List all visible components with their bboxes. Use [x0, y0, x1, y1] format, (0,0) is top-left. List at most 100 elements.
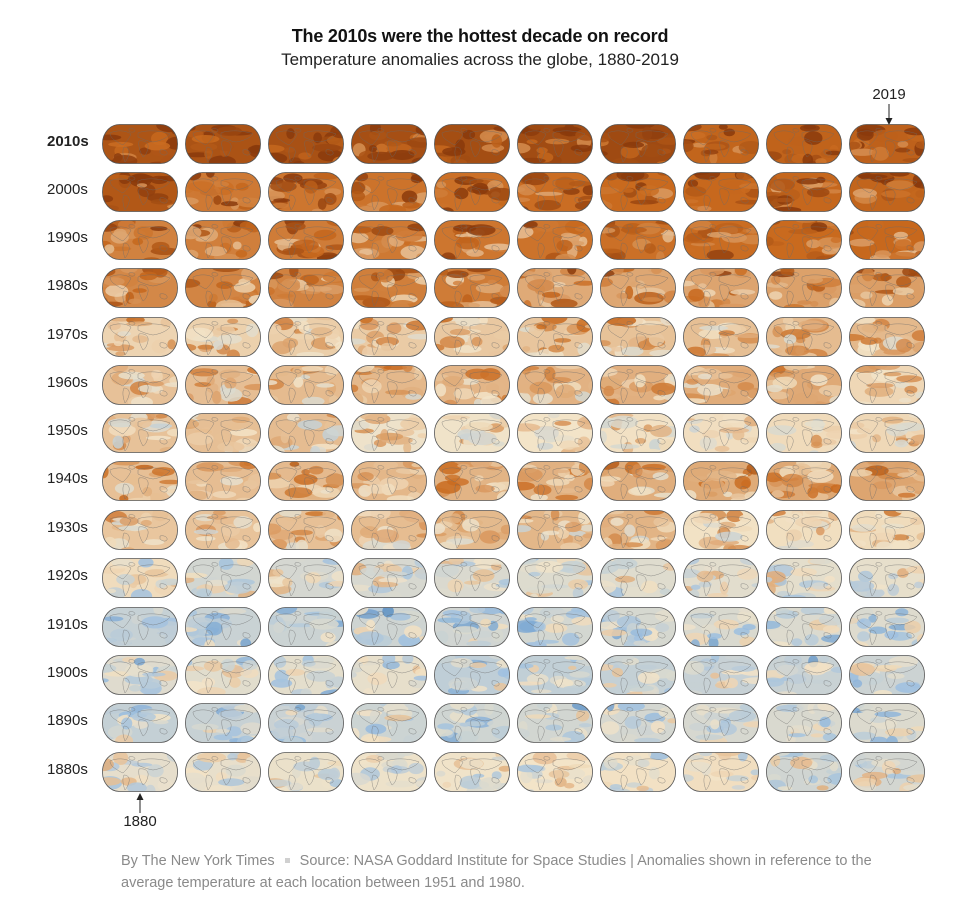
- map-1892: [268, 703, 344, 743]
- map-1929: [849, 558, 925, 598]
- map-1947: [683, 461, 759, 501]
- map-1993: [351, 220, 427, 260]
- map-1957: [683, 413, 759, 453]
- map-1938: [766, 510, 842, 550]
- map-1889: [849, 752, 925, 792]
- map-1997: [683, 220, 759, 260]
- arrow-up-icon: [136, 793, 144, 813]
- map-1981: [185, 268, 261, 308]
- map-2008: [766, 172, 842, 212]
- row-label: 1880s: [47, 761, 88, 778]
- map-1941: [185, 461, 261, 501]
- map-1944: [434, 461, 510, 501]
- map-1975: [517, 317, 593, 357]
- map-1964: [434, 365, 510, 405]
- map-1922: [268, 558, 344, 598]
- map-1977: [683, 317, 759, 357]
- map-1998: [766, 220, 842, 260]
- map-1912: [268, 607, 344, 647]
- map-1988: [766, 268, 842, 308]
- map-1898: [766, 703, 842, 743]
- map-1920: [102, 558, 178, 598]
- map-1969: [849, 365, 925, 405]
- map-1978: [766, 317, 842, 357]
- map-1906: [600, 655, 676, 695]
- map-1886: [600, 752, 676, 792]
- map-1926: [600, 558, 676, 598]
- row-label: 1940s: [47, 470, 88, 487]
- map-2019: [849, 124, 925, 164]
- map-1935: [517, 510, 593, 550]
- map-2006: [600, 172, 676, 212]
- map-1983: [351, 268, 427, 308]
- map-1932: [268, 510, 344, 550]
- map-1954: [434, 413, 510, 453]
- map-2016: [600, 124, 676, 164]
- row-label: 1970s: [47, 326, 88, 343]
- map-1883: [351, 752, 427, 792]
- map-2014: [434, 124, 510, 164]
- arrow-down-icon: [885, 104, 893, 125]
- map-1949: [849, 461, 925, 501]
- map-1971: [185, 317, 261, 357]
- map-1881: [185, 752, 261, 792]
- map-1910: [102, 607, 178, 647]
- map-1968: [766, 365, 842, 405]
- map-1916: [600, 607, 676, 647]
- map-1903: [351, 655, 427, 695]
- map-1951: [185, 413, 261, 453]
- row-label: 1990s: [47, 229, 88, 246]
- row-label: 2000s: [47, 181, 88, 198]
- map-1934: [434, 510, 510, 550]
- map-1980: [102, 268, 178, 308]
- map-1956: [600, 413, 676, 453]
- map-1991: [185, 220, 261, 260]
- byline: By The New York Times: [121, 853, 275, 869]
- map-1927: [683, 558, 759, 598]
- footer: By The New York Times Source: NASA Goddar…: [121, 850, 881, 894]
- map-2018: [766, 124, 842, 164]
- map-1900: [102, 655, 178, 695]
- map-1911: [185, 607, 261, 647]
- map-1984: [434, 268, 510, 308]
- map-1894: [434, 703, 510, 743]
- map-1992: [268, 220, 344, 260]
- map-1955: [517, 413, 593, 453]
- map-1901: [185, 655, 261, 695]
- map-1974: [434, 317, 510, 357]
- map-1902: [268, 655, 344, 695]
- map-1966: [600, 365, 676, 405]
- map-2003: [351, 172, 427, 212]
- map-1939: [849, 510, 925, 550]
- map-1917: [683, 607, 759, 647]
- map-2000: [102, 172, 178, 212]
- map-1962: [268, 365, 344, 405]
- row-label: 1960s: [47, 374, 88, 391]
- annotation-last-year: 2019: [872, 86, 906, 103]
- map-1952: [268, 413, 344, 453]
- map-1882: [268, 752, 344, 792]
- map-1979: [849, 317, 925, 357]
- map-1933: [351, 510, 427, 550]
- map-2005: [517, 172, 593, 212]
- map-1923: [351, 558, 427, 598]
- row-label: 1930s: [47, 519, 88, 536]
- map-1908: [766, 655, 842, 695]
- map-1990: [102, 220, 178, 260]
- map-1904: [434, 655, 510, 695]
- map-1905: [517, 655, 593, 695]
- source-note: Source: NASA Goddard Institute for Space…: [121, 853, 872, 891]
- map-1891: [185, 703, 261, 743]
- map-1928: [766, 558, 842, 598]
- map-1950: [102, 413, 178, 453]
- map-1936: [600, 510, 676, 550]
- row-label: 1910s: [47, 616, 88, 633]
- map-1915: [517, 607, 593, 647]
- map-1945: [517, 461, 593, 501]
- map-1996: [600, 220, 676, 260]
- separator-dot: [284, 857, 290, 863]
- map-1919: [849, 607, 925, 647]
- map-1958: [766, 413, 842, 453]
- map-1961: [185, 365, 261, 405]
